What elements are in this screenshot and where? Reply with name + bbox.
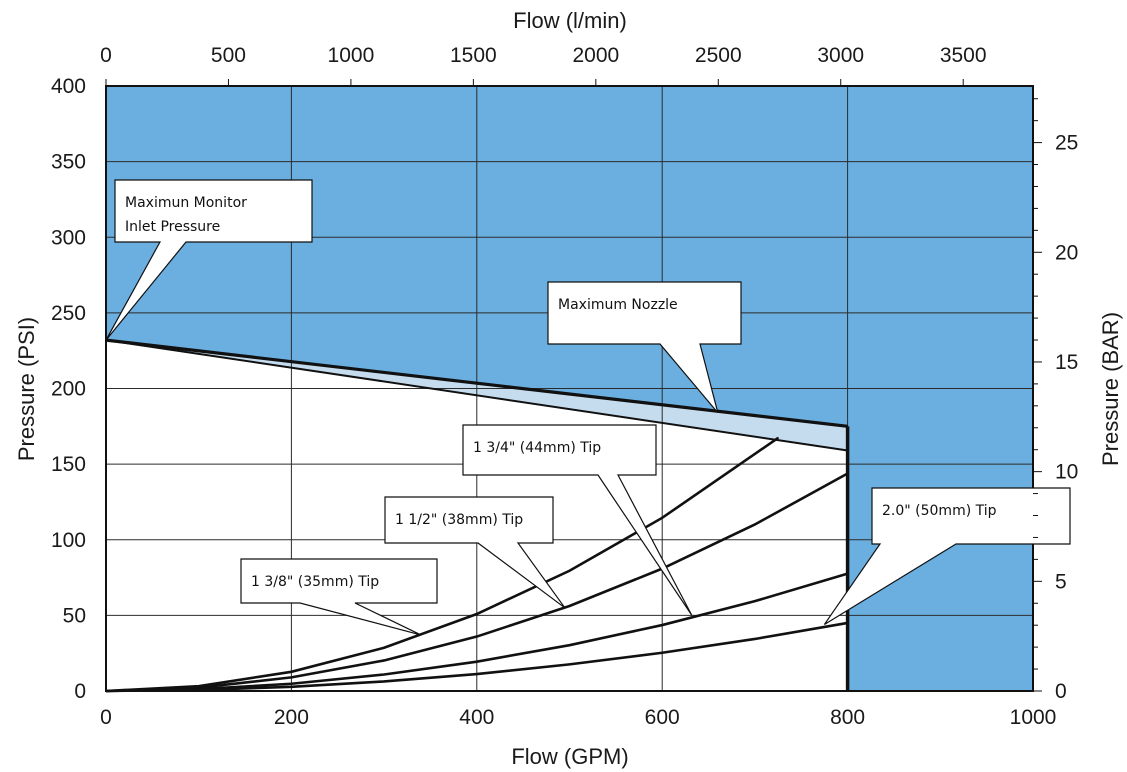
tip-curve-3-point xyxy=(754,600,756,602)
tip-curve-2-point xyxy=(754,523,756,526)
y-tick-label: 0 xyxy=(74,680,86,703)
tip-curve-1 xyxy=(105,436,779,693)
tip-curve-4-point xyxy=(290,685,293,688)
callout-box xyxy=(240,558,438,636)
y-axis-title: Pressure (PSI) xyxy=(14,317,39,461)
y-tick-label: 150 xyxy=(51,453,86,476)
x2-tick-label: 3500 xyxy=(940,44,987,67)
y2-axis-title: Pressure (BAR) xyxy=(1098,312,1123,466)
callout-label: Inlet Pressure xyxy=(125,219,220,235)
x-tick-label: 400 xyxy=(459,706,494,729)
max-nozzle-pressure-line xyxy=(105,339,848,452)
tip-curve-4-point xyxy=(383,680,385,683)
tip-curve-1-point xyxy=(383,646,385,649)
tip-curve-2-point xyxy=(568,605,571,607)
tip-curve-4-point xyxy=(661,651,663,654)
x2-tick-label: 1000 xyxy=(328,44,375,67)
y2-tick-label: 20 xyxy=(1055,241,1078,264)
tip-curve-1-point xyxy=(476,613,478,615)
y-tick-label: 400 xyxy=(51,75,86,98)
x-tick-label: 800 xyxy=(830,706,865,729)
tip-curve-4-point xyxy=(754,638,756,640)
callout-box xyxy=(105,179,313,341)
x2-axis-title: Flow (l/min) xyxy=(513,8,627,33)
callout-label: Maximun Monitor xyxy=(125,195,247,211)
tip-curve-1-point xyxy=(777,437,779,439)
y-tick-label: 300 xyxy=(51,226,86,249)
callout-label: 1 3/4" (44mm) Tip xyxy=(473,440,601,456)
callout-box xyxy=(384,496,566,609)
tip-curve-4-point xyxy=(568,663,571,666)
y2-tick-label: 15 xyxy=(1055,351,1078,374)
x2-tick-label: 500 xyxy=(211,44,246,67)
y-tick-label: 350 xyxy=(51,151,86,174)
tip-curve-2-point xyxy=(383,659,385,662)
tip-curve-3-point xyxy=(846,572,849,575)
callout-box xyxy=(547,281,742,414)
x2-tick-label: 2500 xyxy=(695,44,742,67)
callout-box xyxy=(462,424,693,616)
x-tick-label: 0 xyxy=(100,706,112,729)
x2-tick-label: 0 xyxy=(100,44,112,67)
tip-curve-3-point xyxy=(383,673,385,676)
tip-curve-1-point xyxy=(290,670,293,673)
y-tick-label: 100 xyxy=(51,529,86,552)
y2-tick-label: 25 xyxy=(1055,132,1078,155)
tip-curve-2-point xyxy=(290,676,293,679)
y-tick-label: 250 xyxy=(51,302,86,325)
x2-tick-label: 1500 xyxy=(450,44,497,67)
tip-curve-4-point xyxy=(476,673,478,675)
tip-curve-1-point xyxy=(568,569,571,572)
y2-tick-label: 0 xyxy=(1055,680,1067,703)
max-inlet-pressure-line xyxy=(105,338,848,428)
callout-label: 1 1/2" (38mm) Tip xyxy=(395,512,523,528)
tip-curve-3-point xyxy=(290,682,293,685)
x-tick-label: 200 xyxy=(274,706,309,729)
tip-curve-3-point xyxy=(476,660,478,663)
tip-curve-3-point xyxy=(568,644,571,646)
x2-tick-label: 3000 xyxy=(817,44,864,67)
x-tick-label: 1000 xyxy=(1010,706,1057,729)
x2-tick-label: 2000 xyxy=(572,44,619,67)
x-tick-label: 600 xyxy=(645,706,680,729)
callout-label: 2.0" (50mm) Tip xyxy=(882,503,997,519)
tip-curve-2-point xyxy=(846,472,849,475)
callout-label: 1 3/8" (35mm) Tip xyxy=(251,574,379,590)
tip-curve-3-point xyxy=(661,624,663,626)
y-tick-label: 200 xyxy=(51,378,86,401)
callout-label: Maximum Nozzle xyxy=(558,297,678,313)
y2-tick-label: 10 xyxy=(1055,461,1078,484)
y2-tick-label: 5 xyxy=(1055,570,1067,593)
y-tick-label: 50 xyxy=(63,604,86,627)
x-axis-title: Flow (GPM) xyxy=(511,744,628,769)
tip-curve-2-point xyxy=(476,635,478,638)
tip-curve-4-point xyxy=(846,622,849,624)
callout-box xyxy=(823,487,1071,625)
tip-curve-1-point xyxy=(661,517,663,519)
plot-frame xyxy=(105,85,1034,692)
